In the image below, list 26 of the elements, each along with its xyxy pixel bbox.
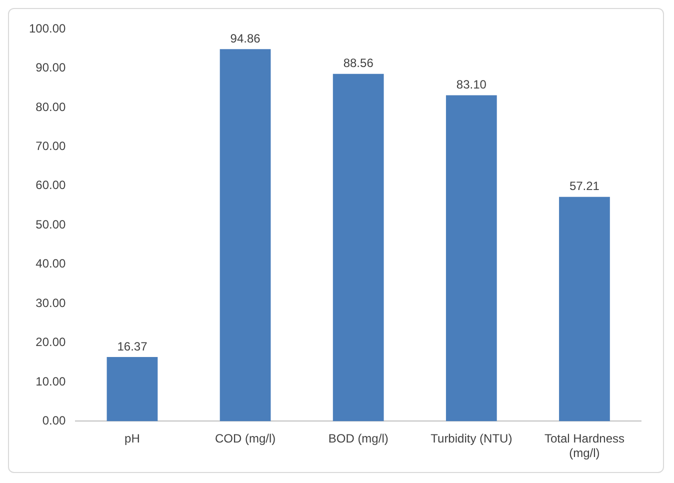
x-tick-label: pH: [124, 432, 140, 446]
bar: [220, 49, 271, 422]
y-tick-label: 70.00: [36, 138, 66, 153]
x-tick-label: COD (mg/l): [214, 432, 276, 446]
y-tick-label: 30.00: [36, 296, 66, 310]
y-tick-label: 80.00: [36, 100, 66, 114]
y-tick-label: 50.00: [36, 217, 66, 232]
bar: [332, 74, 384, 422]
x-tick-label: Turbidity (NTU): [430, 432, 512, 446]
y-tick-label: 0.00: [42, 414, 66, 428]
data-label: 57.21: [569, 179, 600, 194]
y-tick-label: 20.00: [36, 335, 66, 350]
y-tick-label: 100.00: [29, 21, 66, 36]
bar: [559, 196, 610, 422]
y-tick-label: 10.00: [36, 374, 66, 388]
bar: [446, 95, 497, 422]
data-label: 83.10: [456, 78, 487, 92]
y-tick-label: 40.00: [36, 256, 66, 271]
data-label: 16.37: [117, 339, 148, 354]
x-tick-label: Total Hardness (mg/l): [544, 432, 624, 460]
data-label: 94.86: [230, 31, 261, 46]
y-tick-label: 60.00: [36, 178, 66, 192]
bar: [106, 356, 158, 422]
y-tick-label: 90.00: [36, 60, 66, 75]
x-tick-label: BOD (mg/l): [328, 432, 388, 446]
data-label: 88.56: [343, 56, 374, 70]
